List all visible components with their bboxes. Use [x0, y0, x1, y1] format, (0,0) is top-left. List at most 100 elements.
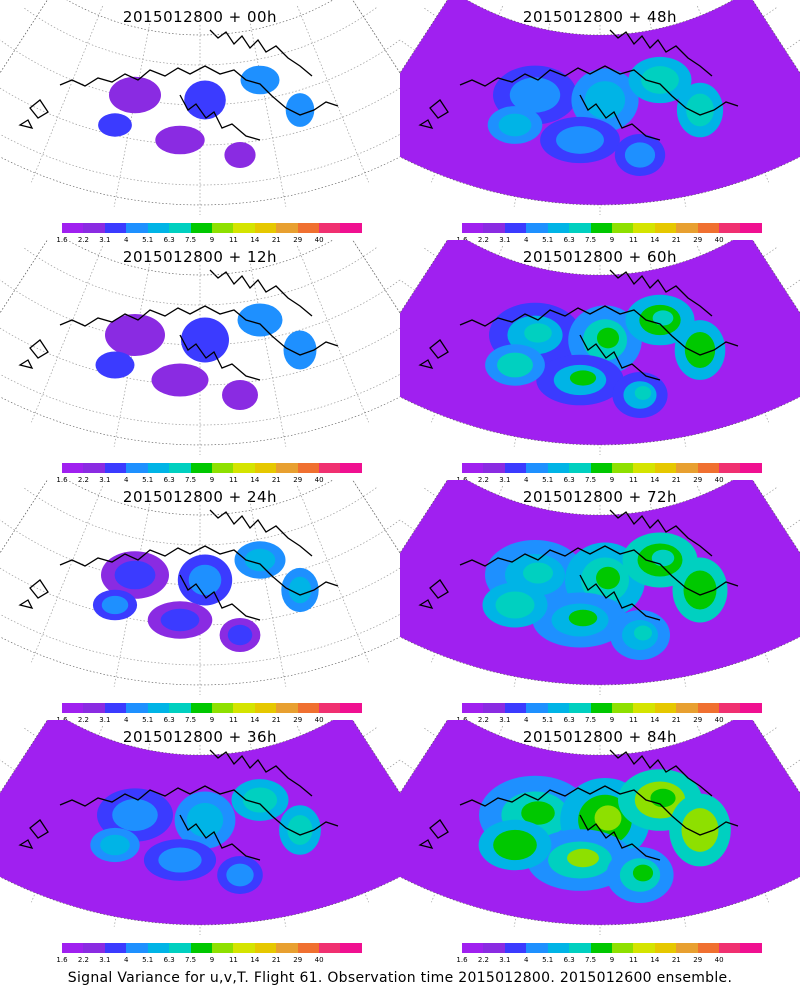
- colorbar-swatch: [569, 223, 591, 233]
- colorbar-tick-label: 2.2: [77, 236, 89, 244]
- polar-map: [0, 0, 400, 215]
- contour-patch: [509, 77, 561, 113]
- colorbar-swatch: [169, 703, 191, 713]
- colorbar-swatch: [697, 703, 720, 713]
- colorbar-tick-label: 9: [209, 956, 215, 964]
- contour-patch: [242, 787, 278, 813]
- coastline: [418, 269, 739, 381]
- contour-patch: [634, 386, 652, 400]
- colorbar-swatch: [569, 703, 591, 713]
- colorbar-tick-label: 4: [524, 716, 529, 724]
- colorbar-tick-label: 9: [609, 716, 615, 724]
- colorbar-tick-label: 21: [671, 716, 681, 724]
- contour-patch: [186, 802, 224, 838]
- contour-patch: [100, 834, 130, 856]
- colorbar-swatch: [319, 463, 341, 473]
- colorbar: [62, 703, 362, 713]
- variance-field: [0, 720, 400, 925]
- colorbar-swatch: [590, 703, 612, 713]
- colorbar-tick-label: 29: [693, 956, 703, 964]
- colorbar-tick-label: 14: [650, 716, 660, 724]
- colorbar-swatch: [697, 223, 720, 233]
- contour-patch: [112, 799, 158, 831]
- contour-patch: [584, 81, 626, 119]
- panel-title: 2015012800 + 24h: [122, 488, 278, 506]
- colorbar-swatch: [483, 943, 505, 953]
- colorbar-tick-label: 6.3: [563, 236, 575, 244]
- colorbar: [62, 463, 362, 473]
- colorbar-swatch: [569, 943, 591, 953]
- colorbar-tick-label: 7.5: [184, 476, 197, 484]
- colorbar-tick-label: 14: [650, 476, 660, 484]
- colorbar-swatch: [483, 703, 505, 713]
- colorbar-tick-label: 4: [524, 236, 529, 244]
- panel-title: 2015012800 + 00h: [122, 8, 278, 26]
- colorbar-swatch: [276, 703, 298, 713]
- colorbar-swatch: [633, 703, 655, 713]
- contour-patch: [285, 93, 315, 127]
- colorbar-swatch: [297, 463, 320, 473]
- polar-map: [400, 720, 800, 935]
- polar-map: [0, 240, 400, 455]
- contour-patch: [524, 323, 552, 343]
- contour-patch: [240, 65, 280, 95]
- colorbar-tick-label: 21: [671, 956, 681, 964]
- colorbar-swatch: [276, 223, 298, 233]
- panel-title: 2015012800 + 48h: [522, 8, 678, 26]
- contour-patch: [188, 564, 222, 596]
- colorbar-swatch: [740, 943, 762, 953]
- colorbar-swatch: [654, 703, 677, 713]
- contour-patch: [632, 864, 654, 882]
- contour-patch: [507, 835, 529, 851]
- colorbar-tick-label: 11: [628, 476, 638, 484]
- colorbar-tick-label: 29: [293, 716, 303, 724]
- coastline: [18, 749, 339, 861]
- colorbar-swatch: [126, 463, 148, 473]
- colorbar-swatch: [526, 703, 548, 713]
- colorbar-tick-label: 6.3: [563, 956, 575, 964]
- contour-patch: [568, 609, 598, 627]
- colorbar-tick-label: 29: [693, 716, 703, 724]
- colorbar-swatch: [676, 223, 698, 233]
- coastline: [18, 269, 339, 381]
- map-panel: 2015012800 + 60h1.62.23.145.16.37.591114…: [400, 240, 800, 484]
- colorbar-swatch: [547, 943, 570, 953]
- colorbar-ticks: 1.6 2.2 3.1 4 5.1 6.3 7.5 9 11 14 21 29 40: [52, 476, 372, 486]
- contour-patch: [283, 330, 317, 370]
- contour-patch: [226, 863, 254, 887]
- contour-patch: [287, 815, 313, 845]
- colorbar-tick-label: 14: [650, 956, 660, 964]
- colorbar-tick-label: 6.3: [163, 236, 175, 244]
- colorbar-tick-label: 9: [209, 476, 215, 484]
- colorbar-tick-label: 2.2: [477, 716, 489, 724]
- colorbar-tick-label: 9: [609, 956, 615, 964]
- colorbar-swatch: [254, 463, 277, 473]
- colorbar-swatch: [147, 463, 170, 473]
- coastline: [418, 509, 739, 621]
- colorbar-swatch: [83, 703, 105, 713]
- colorbar: [62, 223, 362, 233]
- colorbar-swatch: [147, 943, 170, 953]
- contour-patch: [95, 351, 135, 379]
- colorbar-swatch: [590, 223, 612, 233]
- colorbar-tick-label: 4: [124, 956, 129, 964]
- colorbar-swatch: [169, 943, 191, 953]
- colorbar: [462, 943, 762, 953]
- colorbar-swatch: [719, 223, 741, 233]
- colorbar-tick-label: 14: [650, 236, 660, 244]
- colorbar-swatch: [211, 223, 234, 233]
- colorbar-swatch: [233, 463, 255, 473]
- colorbar-tick-label: 3.1: [99, 956, 111, 964]
- colorbar-swatch: [697, 943, 720, 953]
- colorbar-swatch: [254, 943, 277, 953]
- contour-patch: [498, 113, 532, 137]
- colorbar-tick-label: 40: [714, 716, 724, 724]
- colorbar-tick-label: 6.3: [163, 956, 175, 964]
- contour-patch: [567, 848, 599, 868]
- contour-patch: [158, 847, 202, 873]
- polar-map: [0, 720, 400, 935]
- colorbar-tick-label: 40: [714, 956, 724, 964]
- contour-patch: [596, 327, 620, 349]
- colorbar-swatch: [319, 703, 341, 713]
- colorbar-tick-label: 9: [209, 236, 215, 244]
